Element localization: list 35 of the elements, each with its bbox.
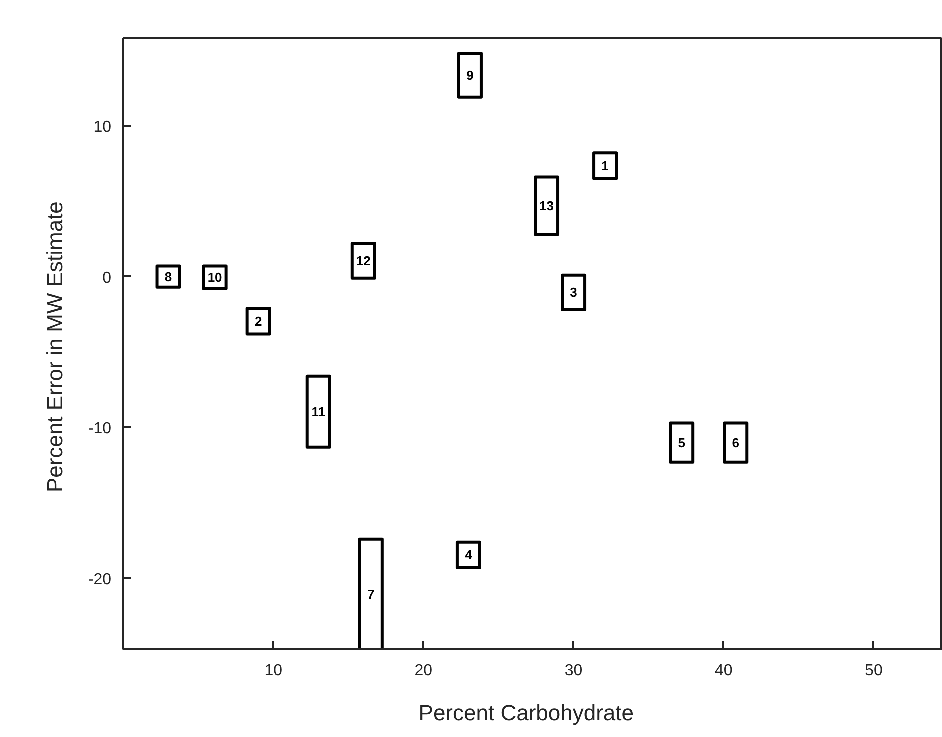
bar — [723, 422, 749, 464]
bar — [306, 374, 332, 449]
x-tick-label: 20 — [414, 662, 433, 680]
y-tick-label: -10 — [88, 420, 112, 438]
bar — [457, 52, 483, 99]
annotation: 9 — [466, 68, 474, 83]
annotation: 4 — [465, 548, 474, 563]
annotation: 12 — [356, 254, 371, 269]
annotation: 13 — [540, 198, 554, 214]
x-axis-title: Percent Carbohydrate — [418, 700, 634, 726]
bar — [456, 540, 482, 570]
annotation: 1 — [602, 158, 609, 174]
annotation: 7 — [368, 586, 375, 602]
bar — [561, 274, 587, 312]
y-axis-title: Percent Error in MW Estimate — [42, 202, 68, 493]
x-tick-label: 10 — [264, 662, 283, 680]
x-tick-label: 40 — [714, 662, 733, 680]
y-tick-label: 0 — [102, 270, 112, 287]
bar — [592, 152, 618, 180]
annotation: 6 — [732, 435, 740, 450]
y-tick-label: -20 — [88, 572, 112, 589]
annotation: 10 — [208, 270, 222, 286]
annotation: 3 — [570, 285, 578, 300]
annotation: 11 — [312, 404, 326, 420]
bar — [534, 176, 560, 236]
x-tick-label: 30 — [564, 662, 583, 680]
bar — [246, 307, 272, 336]
y-tick-label: 10 — [94, 119, 112, 136]
bar — [156, 264, 182, 289]
annotation: 5 — [678, 435, 686, 450]
bar — [350, 242, 376, 280]
annotation: 8 — [164, 269, 172, 284]
bar — [669, 422, 695, 464]
x-tick-label: 50 — [865, 662, 883, 680]
annotation: 2 — [254, 314, 262, 329]
